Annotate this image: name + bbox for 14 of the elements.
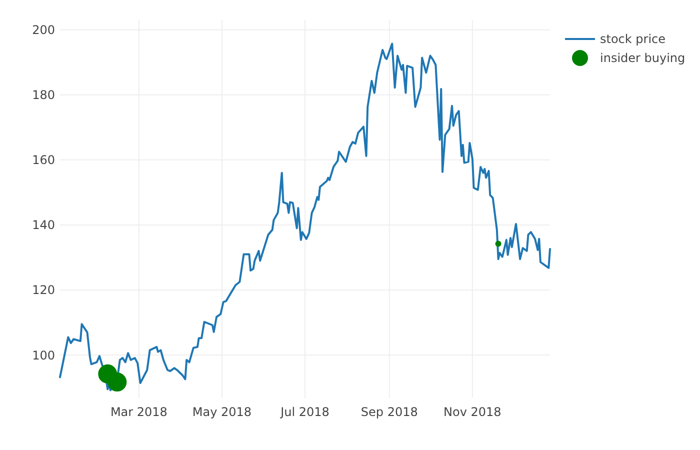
x-tick-label: Sep 2018 bbox=[360, 405, 418, 419]
legend-label: stock price bbox=[600, 32, 666, 46]
y-tick-label: 100 bbox=[32, 348, 55, 362]
legend-label: insider buying bbox=[600, 51, 686, 66]
x-tick-label: Jul 2018 bbox=[280, 405, 330, 419]
y-tick-label: 180 bbox=[32, 88, 55, 102]
x-tick-label: May 2018 bbox=[192, 405, 252, 419]
y-tick-label: 160 bbox=[32, 153, 55, 168]
line-series bbox=[59, 42, 551, 392]
y-tick-label: 200 bbox=[32, 22, 55, 37]
y-tick-label: 120 bbox=[32, 283, 55, 298]
x-tick-label: Nov 2018 bbox=[444, 405, 502, 419]
y-tick-label: 140 bbox=[32, 218, 55, 232]
x-tick-label: Mar 2018 bbox=[110, 405, 168, 419]
